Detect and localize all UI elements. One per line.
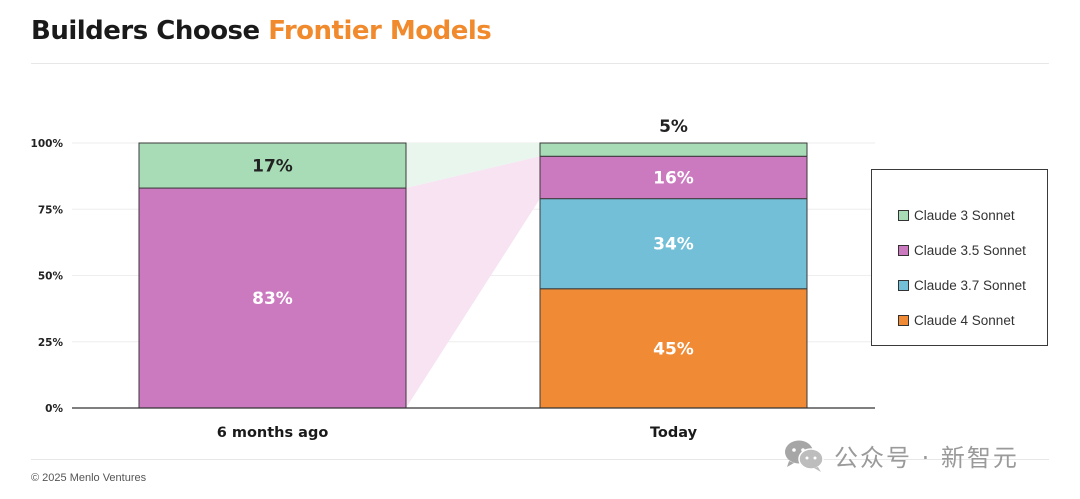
title-accent: Frontier Models: [268, 16, 492, 46]
bar-today-claude-3-5-sonnet: [539, 155, 808, 200]
page-title: Builders Choose Frontier Models: [31, 16, 492, 46]
legend-item-claude-4-sonnet: Claude 4 Sonnet: [872, 303, 1047, 338]
data-label-today-claude-3-sonnet: 5%: [659, 117, 688, 137]
legend-swatch-claude-3-sonnet: [898, 210, 909, 221]
x-category-label-today: Today: [650, 425, 698, 441]
legend-swatch-claude-4-sonnet: [898, 315, 909, 326]
y-tick-label: 50%: [38, 271, 64, 283]
copyright-text: © 2025 Menlo Ventures: [31, 472, 147, 484]
legend-label-claude-4-sonnet: Claude 4 Sonnet: [914, 313, 1015, 328]
x-category-label-6-months-ago: 6 months ago: [217, 425, 329, 441]
data-label-today-claude-3-5-sonnet: 16%: [653, 168, 694, 188]
connector-claude-3-sonnet: [406, 143, 540, 189]
y-tick-label: 25%: [38, 337, 64, 349]
legend-swatch-claude-3-5-sonnet: [898, 245, 909, 256]
chart-legend: Claude 3 Sonnet Claude 3.5 Sonnet Claude…: [871, 169, 1048, 346]
data-label-6-months-ago-claude-3-5-sonnet: 83%: [252, 289, 293, 309]
footer-divider: [31, 459, 1049, 460]
bar-6-months-ago-claude-3-5-sonnet: [138, 187, 407, 409]
data-label-6-months-ago-claude-3-sonnet: 17%: [252, 157, 293, 177]
data-label-today-claude-4-sonnet: 45%: [653, 339, 694, 359]
legend-item-claude-3-5-sonnet: Claude 3.5 Sonnet: [872, 233, 1047, 268]
bar-today-claude-3-sonnet: [539, 142, 808, 157]
header-divider: [31, 63, 1049, 64]
legend-label-claude-3-sonnet: Claude 3 Sonnet: [914, 208, 1015, 223]
watermark: 公众号 · 新智元: [782, 437, 1019, 473]
y-tick-label: 75%: [38, 204, 64, 216]
y-tick-label: 0%: [45, 403, 63, 415]
legend-swatch-claude-3-7-sonnet: [898, 280, 909, 291]
legend-item-claude-3-sonnet: Claude 3 Sonnet: [872, 198, 1047, 233]
watermark-text: 公众号 · 新智元: [834, 443, 1019, 472]
y-tick-label: 100%: [31, 138, 64, 150]
wechat-icon: [785, 440, 824, 472]
bar-today-claude-3-7-sonnet: [539, 198, 808, 290]
connector-claude-3-5-sonnet: [406, 156, 540, 408]
legend-label-claude-3-5-sonnet: Claude 3.5 Sonnet: [914, 243, 1026, 258]
title-main: Builders Choose: [31, 16, 269, 46]
bar-6-months-ago-claude-3-sonnet: [138, 142, 407, 189]
data-label-today-claude-3-7-sonnet: 34%: [653, 235, 694, 255]
legend-item-claude-3-7-sonnet: Claude 3.7 Sonnet: [872, 268, 1047, 303]
legend-label-claude-3-7-sonnet: Claude 3.7 Sonnet: [914, 278, 1026, 293]
bar-today-claude-4-sonnet: [539, 288, 808, 409]
